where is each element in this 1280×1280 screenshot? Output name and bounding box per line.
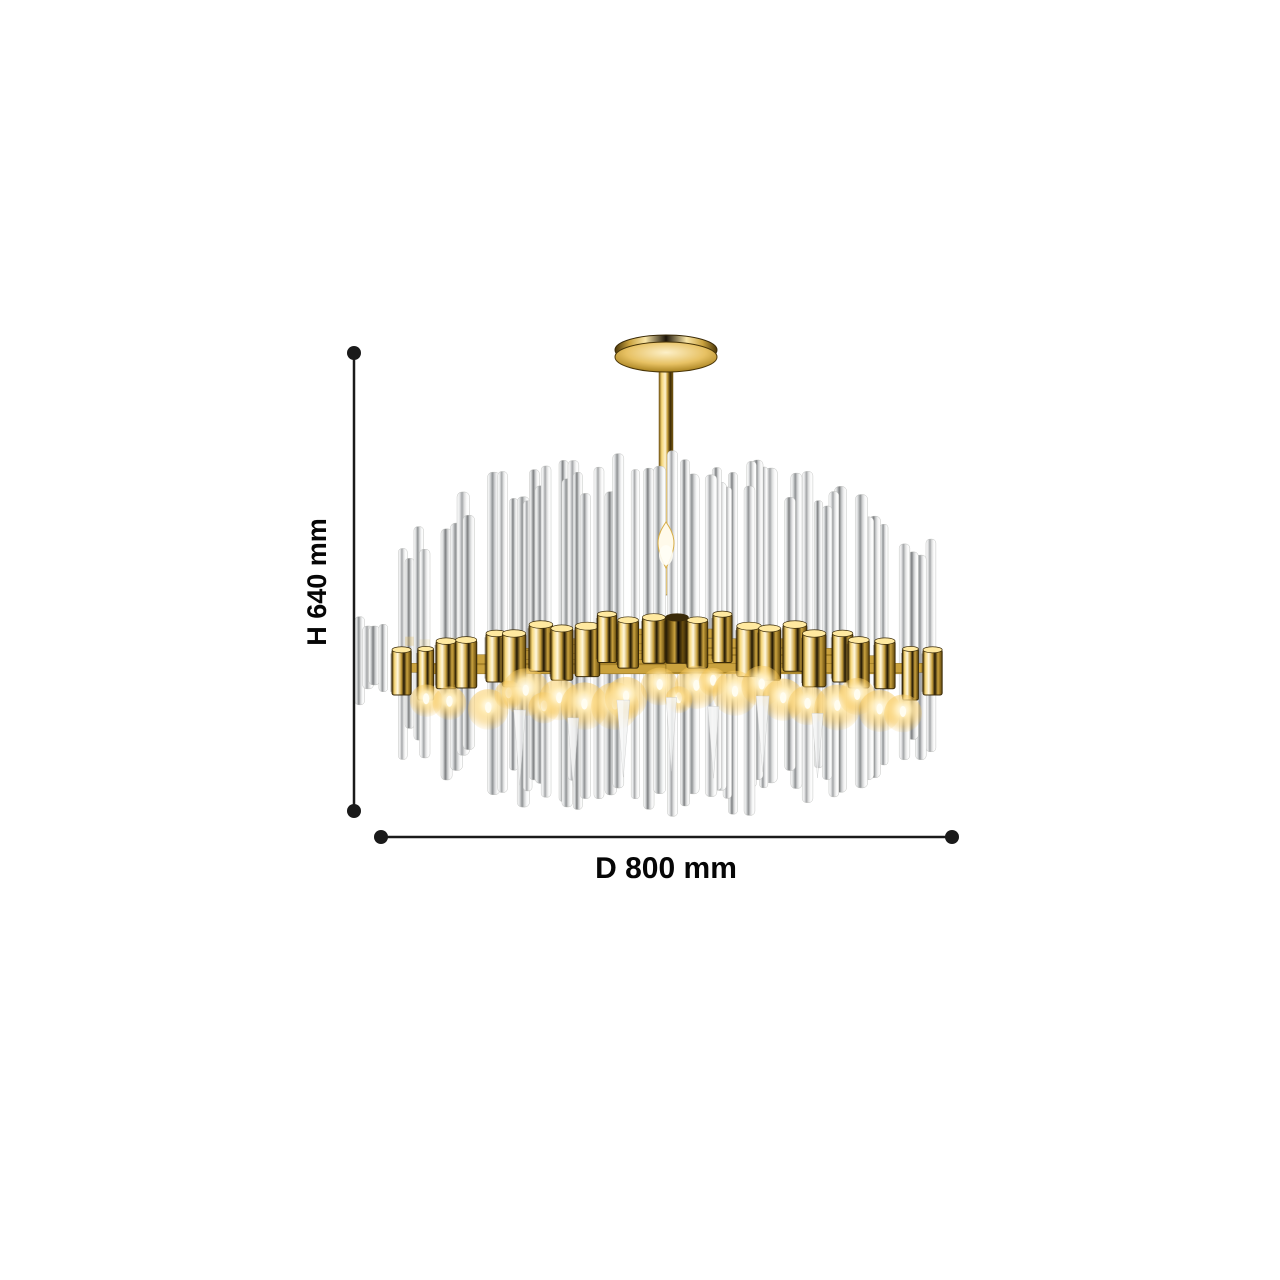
svg-text:H 640 mm: H 640 mm bbox=[302, 518, 332, 646]
svg-text:D 800 mm: D 800 mm bbox=[595, 852, 737, 885]
